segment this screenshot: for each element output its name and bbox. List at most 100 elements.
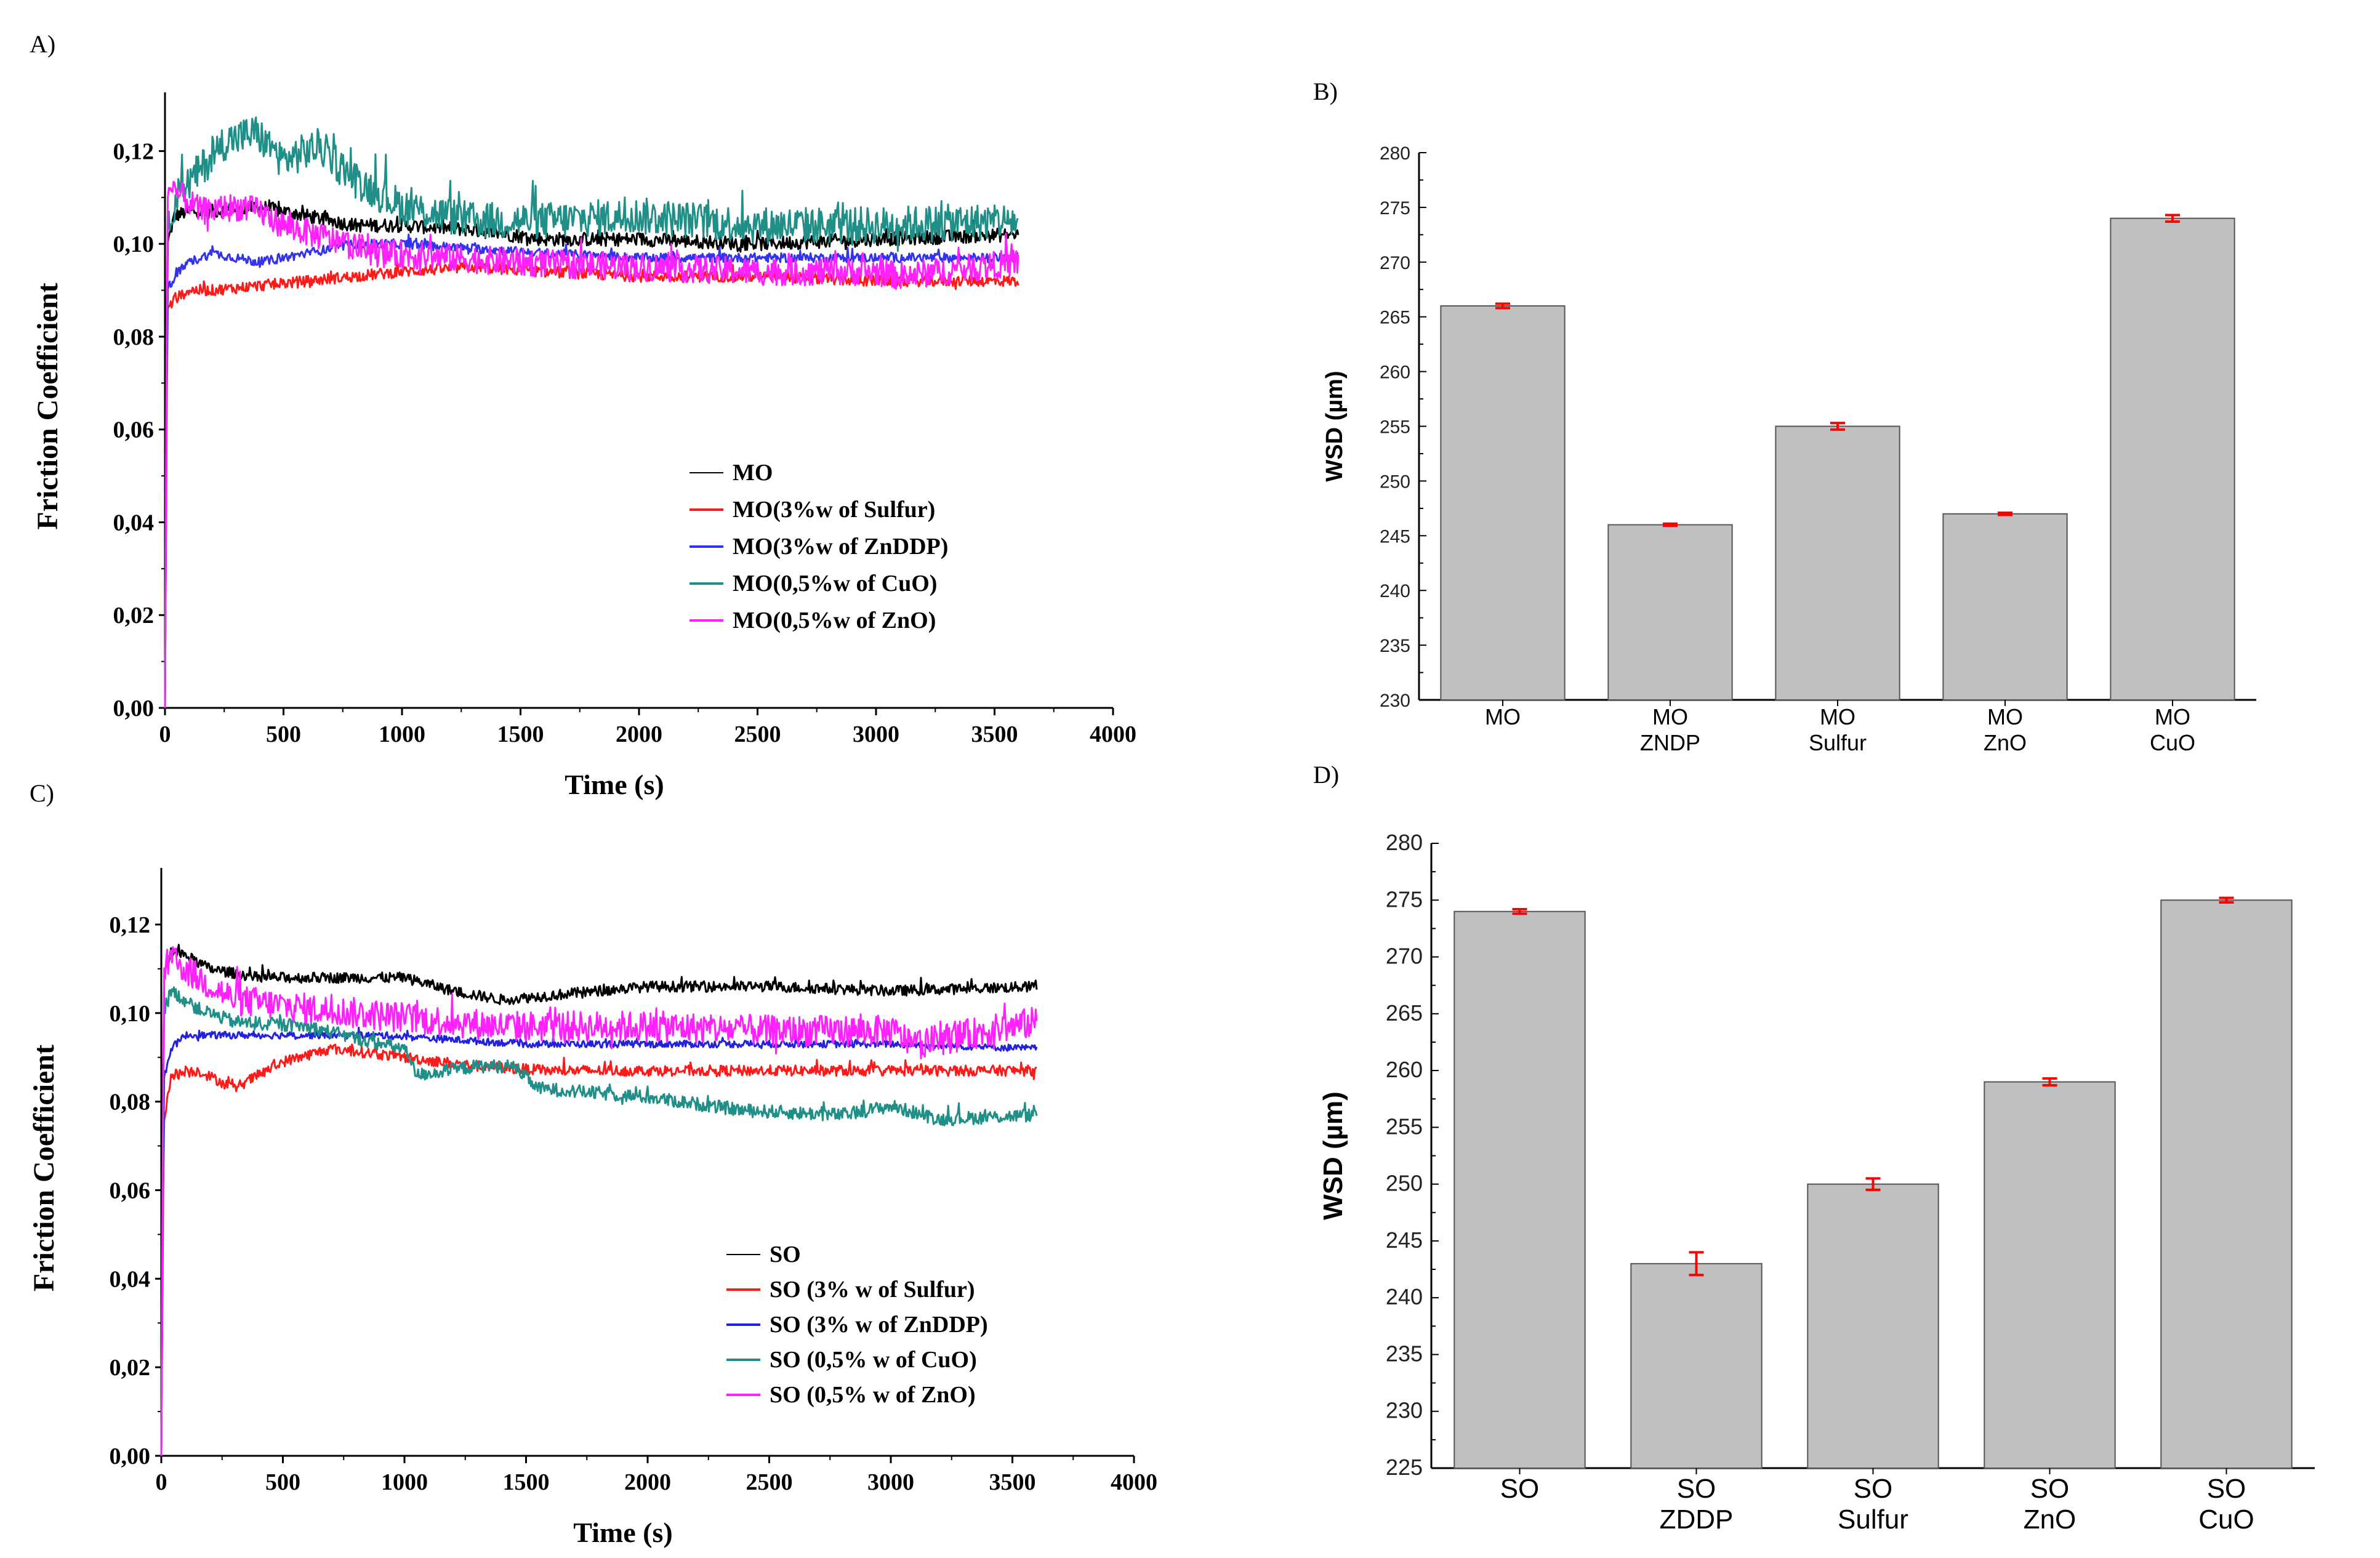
legend-label: SO (0,5% w of CuO) — [770, 1347, 977, 1373]
bar-2 — [1807, 1183, 1939, 1469]
legend-label: MO — [733, 460, 773, 486]
legend-label: MO(0,5%w of CuO) — [733, 571, 937, 596]
series-line-2 — [160, 1026, 1038, 1456]
wsd-bar-chart-mo: 230 235 240 245 250 255 260 265 270 275 280 WSD (µm… — [1322, 143, 2256, 755]
wsd-bar-chart-so: 225 230 235 240 245 250 255 260 265 270 275 280 WSD … — [1318, 830, 2315, 1535]
x-tick-label: 2000 — [624, 1469, 671, 1495]
category-label: MO — [2155, 704, 2190, 729]
y-tick-label: 0,08 — [110, 1090, 151, 1115]
y-axis-label: Friction Coefficient — [28, 1045, 60, 1291]
x-tick-label: 1500 — [503, 1469, 550, 1495]
y-tick-label: 255 — [1380, 417, 1410, 438]
y-tick-label: 225 — [1386, 1455, 1423, 1480]
y-tick-label: 230 — [1386, 1398, 1423, 1423]
bar-4 — [2160, 899, 2293, 1469]
x-tick-label: 3000 — [853, 721, 899, 747]
x-tick-label: 3500 — [989, 1469, 1036, 1495]
y-tick-label: 0,08 — [113, 324, 155, 350]
bar-0 — [1440, 305, 1566, 701]
legend-label: SO (3% w of ZnDDP) — [770, 1312, 988, 1338]
series-line-4 — [164, 180, 1019, 709]
y-tick-label: 245 — [1380, 526, 1410, 547]
x-tick-label: 500 — [266, 721, 301, 747]
x-tick-label: 4000 — [1111, 1469, 1157, 1495]
category-label: CuO — [2198, 1504, 2254, 1535]
legend-label: SO — [770, 1242, 801, 1267]
category-label: ZnO — [2024, 1504, 2076, 1535]
series-line-0 — [160, 944, 1038, 1456]
x-tick-label: 2500 — [734, 721, 781, 747]
category-label: SO — [1677, 1474, 1716, 1504]
series-line-1 — [164, 259, 1019, 709]
x-tick-label: 3000 — [867, 1469, 914, 1495]
y-tick-label: 255 — [1386, 1114, 1423, 1139]
bar-2 — [1775, 425, 1900, 701]
y-tick-label: 0,12 — [110, 912, 151, 938]
legend-label: MO(3%w of Sulfur) — [733, 497, 935, 523]
category-label: SO — [2030, 1474, 2070, 1504]
y-tick-label: 0,00 — [110, 1444, 151, 1469]
y-tick-label: 270 — [1386, 944, 1423, 969]
legend-label: SO (3% w of Sulfur) — [770, 1277, 975, 1303]
y-tick-label: 0,06 — [110, 1178, 151, 1203]
y-tick-label: 240 — [1380, 581, 1410, 601]
x-tick-label: 2000 — [616, 721, 662, 747]
category-label: SO — [1854, 1474, 1893, 1504]
category-label: SO — [2207, 1474, 2246, 1504]
panel-label-a: A) — [30, 30, 55, 58]
panel-label-d: D) — [1313, 761, 1339, 789]
category-label: Sulfur — [1809, 730, 1867, 755]
category-label: Sulfur — [1838, 1504, 1908, 1535]
x-tick-label: 500 — [265, 1469, 300, 1495]
y-tick-label: 280 — [1380, 143, 1410, 164]
y-tick-label: 0,02 — [110, 1355, 151, 1381]
x-tick-label: 4000 — [1090, 721, 1136, 747]
x-tick-label: 0 — [156, 1469, 167, 1495]
y-tick-label: 235 — [1380, 636, 1410, 656]
category-label: SO — [1500, 1474, 1540, 1504]
y-tick-label: 0,02 — [113, 603, 155, 628]
x-axis-label: Time (s) — [573, 1517, 672, 1548]
series-line-3 — [164, 116, 1019, 709]
bar-1 — [1630, 1263, 1763, 1469]
y-tick-label: 265 — [1386, 1000, 1423, 1026]
y-tick-label: 275 — [1380, 198, 1410, 219]
x-axis-label: Time (s) — [565, 769, 664, 800]
friction-chart-so: 0,00 0,02 0,04 0,06 0,08 0,10 0,12 0 500 1000 1500… — [28, 868, 1157, 1548]
y-tick-label: 275 — [1386, 886, 1423, 912]
category-label: MO — [1485, 704, 1521, 729]
y-axis-label: WSD (µm) — [1322, 371, 1348, 481]
x-tick-label: 3500 — [971, 721, 1018, 747]
x-tick-label: 0 — [159, 721, 171, 747]
category-label: ZDDP — [1660, 1504, 1734, 1535]
legend-label: MO(0,5%w of ZnO) — [733, 608, 936, 633]
y-tick-label: 250 — [1386, 1171, 1423, 1196]
y-tick-label: 270 — [1380, 253, 1410, 273]
y-tick-label: 0,04 — [113, 510, 155, 536]
y-tick-label: 240 — [1386, 1284, 1423, 1309]
y-tick-label: 245 — [1386, 1227, 1423, 1253]
x-tick-label: 2500 — [746, 1469, 793, 1495]
bar-3 — [1942, 513, 2068, 701]
category-label: CuO — [2150, 730, 2195, 755]
y-tick-label: 0,04 — [110, 1266, 151, 1292]
legend-label: MO(3%w of ZnDDP) — [733, 534, 948, 560]
y-tick-label: 0,12 — [113, 139, 155, 164]
category-label: MO — [1987, 704, 2023, 729]
y-tick-label: 0,06 — [113, 417, 155, 443]
x-tick-label: 1000 — [381, 1469, 428, 1495]
legend-label: SO (0,5% w of ZnO) — [770, 1382, 976, 1408]
y-tick-label: 260 — [1380, 363, 1410, 383]
y-tick-label: 230 — [1380, 691, 1410, 711]
series-line-1 — [160, 1043, 1037, 1456]
y-tick-label: 0,10 — [113, 231, 155, 257]
category-label: MO — [1652, 704, 1688, 729]
y-tick-label: 0,10 — [110, 1001, 151, 1027]
series-line-3 — [160, 986, 1038, 1456]
bar-4 — [2110, 217, 2235, 701]
panel-label-b: B) — [1313, 78, 1338, 105]
series-line-2 — [164, 233, 1018, 709]
category-label: ZNDP — [1640, 730, 1700, 755]
y-tick-label: 280 — [1386, 830, 1423, 855]
category-label: MO — [1820, 704, 1855, 729]
